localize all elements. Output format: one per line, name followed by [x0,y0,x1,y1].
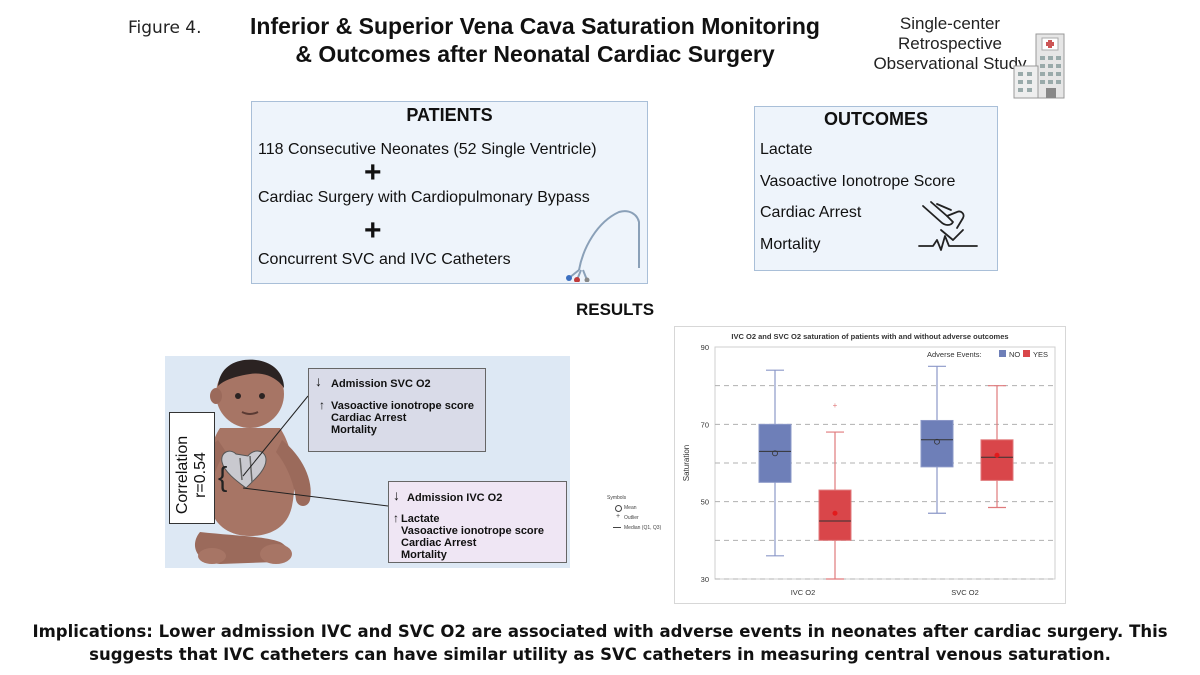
title-line-1: Inferior & Superior Vena Cava Saturation… [250,13,820,39]
symbols-item-mean: Mean [624,505,637,511]
x-category-label: SVC O2 [951,588,979,597]
symbols-legend: Symbols Mean + Outlier Median (Q1, Q3) [607,495,679,540]
legend-label: NO [1009,350,1020,359]
mean-marker [772,450,778,457]
legend-swatch [999,350,1006,357]
outcome-lactate: Lactate [760,141,813,158]
down-arrow-icon: ↓ [393,487,400,503]
title-line-2: & Outcomes after Neonatal Cardiac Surger… [295,41,775,67]
y-axis-label: Saturation [682,445,691,481]
ivc-callout: ↓ Admission IVC O2 ↑ Lactate Vasoactive … [388,481,567,563]
y-tick-label: 50 [701,498,709,507]
study-line-3: Observational Study [873,54,1027,73]
patients-item-surgery: Cardiac Surgery with Cardiopulmonary Byp… [258,189,590,206]
outcome-vis: Vasoactive Ionotrope Score [760,173,956,190]
patients-box: PATIENTS 118 Consecutive Neonates (52 Si… [251,101,648,284]
legend-label: YES [1033,350,1048,359]
outlier-symbol-icon: + [616,513,621,520]
legend-title: Adverse Events: [927,350,982,359]
implications-line-2: suggests that IVC catheters can have sim… [89,645,1111,664]
ivc-callout-item: Lactate [401,513,440,525]
infant-illustration [192,359,311,564]
ivc-callout-item: Vasoactive ionotrope score [401,525,545,537]
box-yes [980,439,1014,481]
outcomes-box: OUTCOMES Lactate Vasoactive Ionotrope Sc… [754,106,998,271]
y-tick-label: 30 [701,575,709,584]
hospital-icon [1013,33,1065,99]
symbols-title: Symbols [607,495,627,501]
ivc-callout-head: Admission IVC O2 [407,492,503,504]
x-category-label: IVC O2 [791,588,816,597]
svg-text:{: { [218,461,227,492]
figure-label: Figure 4. [128,18,202,38]
y-tick-label: 70 [701,420,709,429]
ivc-callout-item: Mortality [401,549,447,561]
callout-connectors: { [218,395,389,507]
svc-callout-item: Vasoactive ionotrope score [331,400,475,412]
patients-heading: PATIENTS [406,105,493,125]
y-tick-label: 90 [701,343,709,352]
patients-item-neonates: 118 Consecutive Neonates (52 Single Vent… [258,141,597,158]
down-arrow-icon: ↓ [315,373,322,389]
outcomes-heading: OUTCOMES [823,109,928,129]
median-symbol-icon [613,527,621,528]
outcome-cardiac-arrest: Cardiac Arrest [760,204,862,221]
plus-sign: + [364,156,382,189]
mean-symbol-icon [615,505,622,512]
svc-callout: ↓ Admission SVC O2 ↑ Vasoactive ionotrop… [308,368,486,452]
correlation-line-2: r=0.54 [192,452,209,498]
ivc-callout-item: Cardiac Arrest [401,537,477,549]
outlier-marker: + [833,401,838,410]
svc-callout-item: Cardiac Arrest [331,412,407,424]
outcome-mortality: Mortality [760,236,821,253]
correlation-line-1: Correlation [174,435,191,515]
boxplot-svg: IVC O2 and SVC O2 saturation of patients… [682,332,1056,597]
mean-marker [934,438,940,445]
symbols-item-median: Median (Q1, Q3) [624,525,662,531]
box-no [920,419,954,468]
svc-callout-head: Admission SVC O2 [331,378,431,390]
correlation-label: Correlation r=0.54 [174,420,210,530]
figure-title: Inferior & Superior Vena Cava Saturation… [200,12,870,68]
study-line-2: Retrospective [898,34,1002,53]
implications-line-1: Implications: Lower admission IVC and SV… [32,622,1168,641]
plus-sign: + [364,214,382,247]
correlation-box: Correlation r=0.54 [169,412,215,524]
study-line-1: Single-center [899,14,1001,33]
catheter-icon [566,210,640,282]
boxplot-chart: IVC O2 and SVC O2 saturation of patients… [674,326,1066,604]
svc-callout-item: Mortality [331,424,377,436]
implications: Implications: Lower admission IVC and SV… [20,620,1180,666]
mean-marker [994,452,1000,458]
box-no [758,423,792,483]
results-label: RESULTS [575,300,655,319]
legend-swatch [1023,350,1030,357]
patients-item-catheters: Concurrent SVC and IVC Catheters [258,251,511,268]
up-arrow-icon: ↑ [319,398,325,412]
mean-marker [832,510,838,516]
up-arrow-icon: ↑ [393,511,399,525]
study-design: Single-center Retrospective Observationa… [850,14,1050,74]
symbols-item-outlier: Outlier [624,515,639,521]
cpr-hands-icon [918,201,978,251]
chart-title: IVC O2 and SVC O2 saturation of patients… [731,332,1008,341]
